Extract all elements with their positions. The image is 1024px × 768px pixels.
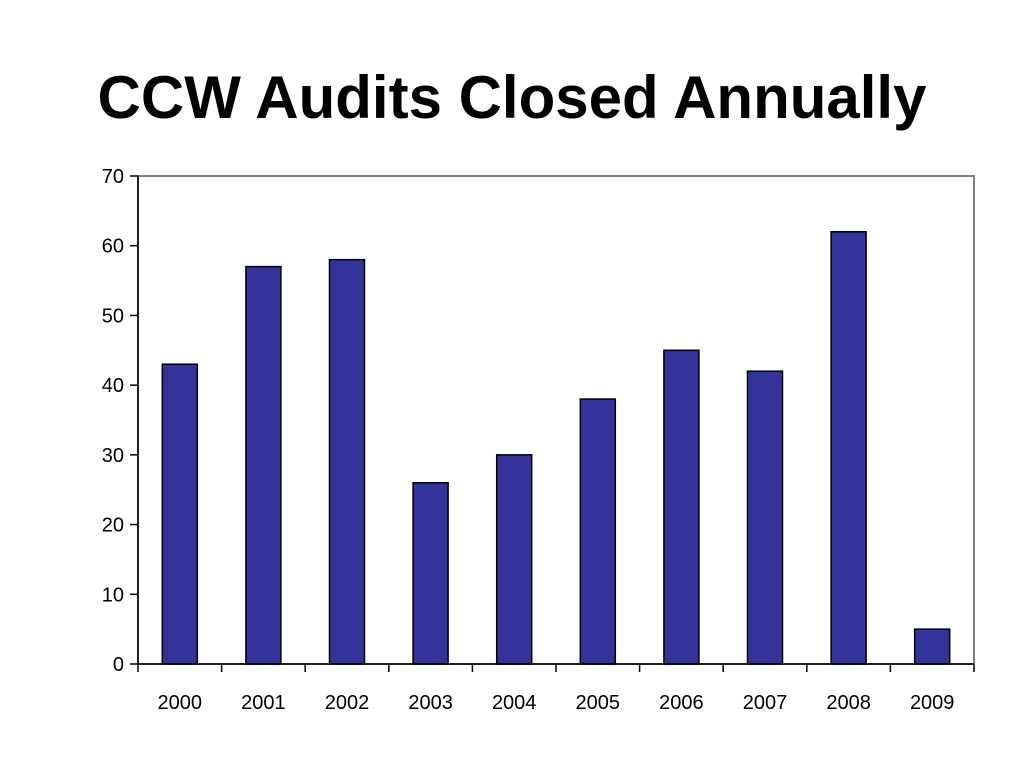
x-tick-label-2009: 2009 [910, 692, 955, 714]
y-tick-label-60: 60 [102, 236, 124, 258]
x-tick-label-2004: 2004 [492, 692, 537, 714]
y-tick-label-30: 30 [102, 445, 124, 467]
bar-2000 [161, 363, 199, 665]
y-tick-label-50: 50 [102, 305, 124, 327]
x-tick-label-2001: 2001 [241, 692, 286, 714]
x-tick-label-2003: 2003 [408, 692, 453, 714]
y-tick-label-0: 0 [113, 654, 124, 676]
bar-2006 [663, 349, 700, 665]
chart-title: CCW Audits Closed Annually [97, 64, 927, 131]
y-tick-label-10: 10 [102, 584, 124, 606]
x-tick-label-2005: 2005 [576, 692, 621, 714]
bar-2004 [495, 454, 533, 665]
bar-2007 [746, 370, 784, 665]
bar-2009 [913, 628, 951, 665]
x-tick-label-2006: 2006 [659, 692, 704, 714]
bar-2008 [830, 231, 867, 665]
x-tick-label-2008: 2008 [826, 692, 871, 714]
bar-2002 [328, 258, 366, 665]
y-tick-label-70: 70 [102, 166, 124, 188]
x-tick-label-2000: 2000 [158, 692, 203, 714]
bar-2003 [412, 481, 449, 665]
bar-2005 [579, 398, 617, 665]
y-tick-label-40: 40 [102, 375, 124, 397]
y-tick-label-20: 20 [102, 515, 124, 537]
bar-2001 [245, 265, 282, 665]
x-tick-label-2002: 2002 [325, 692, 370, 714]
x-tick-label-2007: 2007 [743, 692, 788, 714]
